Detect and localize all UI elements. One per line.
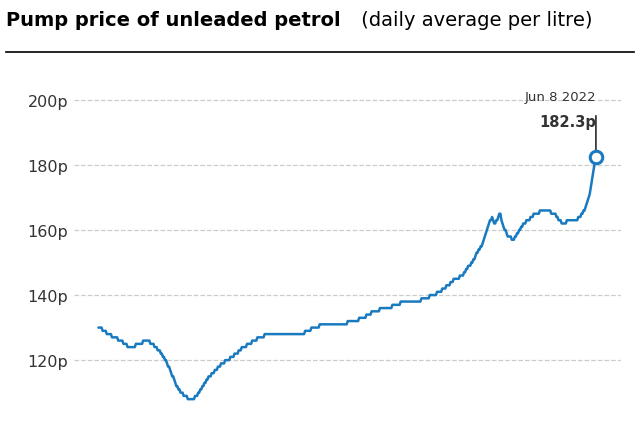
- Text: (daily average per litre): (daily average per litre): [355, 11, 593, 29]
- Text: 182.3p: 182.3p: [539, 115, 596, 130]
- Text: Jun 8 2022: Jun 8 2022: [524, 91, 596, 104]
- Text: Pump price of unleaded petrol: Pump price of unleaded petrol: [6, 11, 341, 29]
